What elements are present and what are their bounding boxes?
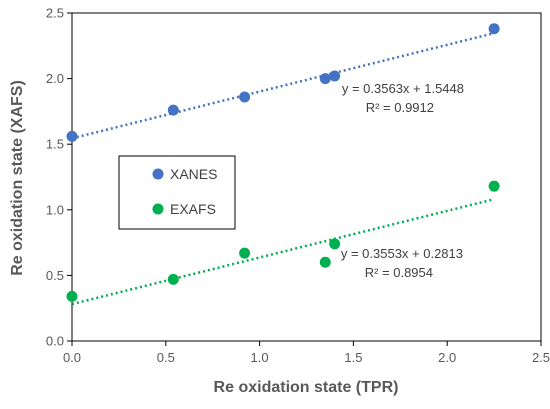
axes: [67, 12, 542, 346]
exafs-point: [167, 273, 179, 285]
plot-area-border: [71, 12, 542, 342]
xanes-equation: y = 0.3563x + 1.5448: [342, 81, 464, 96]
tick-labels: 0.0 0.5 1.0 1.5 2.0 2.5 0.0 0.5 1.0 1.5 2.0 2.5: [46, 6, 550, 366]
y-tick-label: 2.5: [46, 6, 64, 21]
legend-label-exafs: EXAFS: [170, 201, 216, 217]
x-axis-title: Re oxidation state (TPR): [214, 379, 399, 396]
x-tick-label: 0.0: [63, 350, 81, 365]
exafs-point: [239, 247, 251, 259]
xanes-point: [488, 23, 500, 35]
xanes-point: [239, 91, 251, 103]
data-points: [66, 23, 500, 302]
x-tick-label: 2.0: [438, 350, 456, 365]
y-tick-label: 1.5: [46, 137, 64, 152]
exafs-point: [66, 290, 78, 302]
exafs-point: [329, 238, 341, 250]
xanes-point: [319, 73, 331, 85]
y-tick-label: 1.0: [46, 202, 64, 217]
legend-label-xanes: XANES: [170, 166, 217, 182]
exafs-point: [488, 180, 500, 192]
y-tick-label: 0.5: [46, 268, 64, 283]
y-tick-label: 0.0: [46, 334, 64, 349]
exafs-equation: y = 0.3553x + 0.2813: [341, 246, 463, 261]
xanes-point: [329, 70, 341, 82]
legend-box: [118, 155, 236, 230]
x-tick-label: 1.0: [251, 350, 269, 365]
x-tick-label: 0.5: [157, 350, 175, 365]
xanes-point: [66, 130, 78, 142]
xanes-r2: R² = 0.9912: [366, 100, 434, 115]
x-tick-label: 1.5: [344, 350, 362, 365]
xanes-point: [167, 104, 179, 116]
exafs-r2: R² = 0.8954: [365, 265, 433, 280]
legend: XANES EXAFS: [118, 155, 236, 230]
x-tick-label: 2.5: [532, 350, 550, 365]
legend-marker-exafs: [152, 203, 164, 215]
legend-marker-xanes: [152, 168, 164, 180]
exafs-point: [319, 256, 331, 268]
y-tick-label: 2.0: [46, 71, 64, 86]
y-axis-title: Re oxidation state (XAFS): [9, 80, 26, 276]
